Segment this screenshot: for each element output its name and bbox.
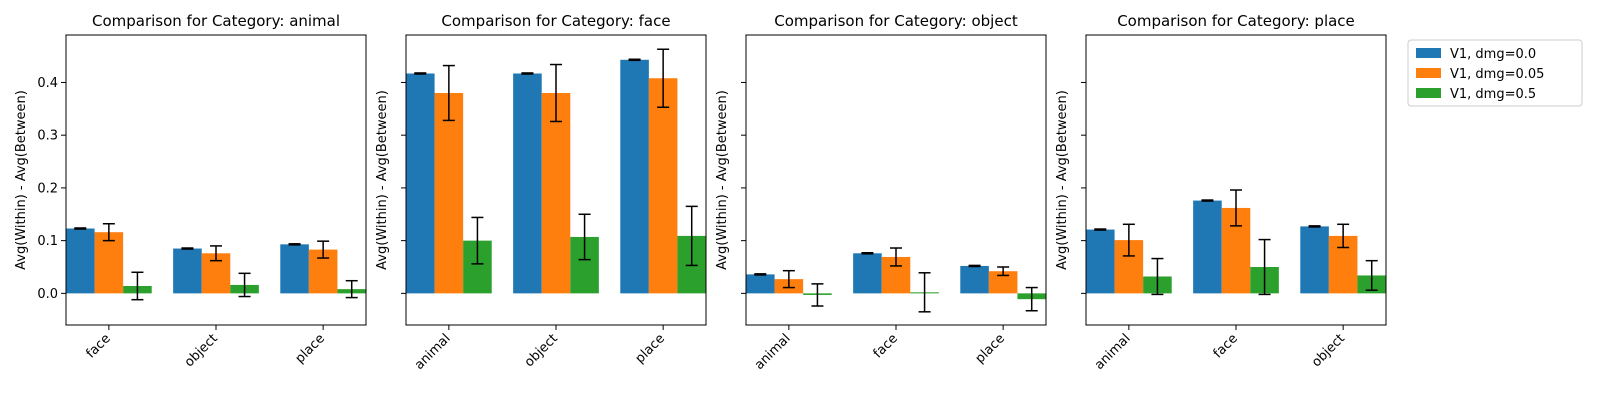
panel-4-ylabel: Avg(Within) - Avg(Between) [1055,90,1070,270]
bar-animal-series-2 [434,93,464,294]
bar-place-series-2 [648,78,678,294]
bar-object-series-2 [541,93,571,294]
xtick-label-place: place [633,331,668,366]
panel-3-frame [745,34,1047,326]
panel-4-title: Comparison for Category: place [1117,12,1355,30]
bar-place-series-1 [280,244,309,294]
xtick-label-place: place [973,331,1008,366]
legend-box [1407,39,1583,107]
panel-3-ylabel: Avg(Within) - Avg(Between) [715,90,730,270]
bar-face-series-2 [94,232,124,294]
bar-face-series-1 [853,253,882,294]
bar-object-series-1 [1300,226,1329,294]
xtick-label-object: object [182,331,221,370]
legend-swatch-3 [1416,88,1441,98]
xtick-label-object: object [522,331,561,370]
legend-label-1: V1, dmg=0.0 [1450,47,1536,62]
xtick-label-animal: animal [1092,331,1134,373]
panel-1-frame [65,34,367,326]
xtick-label-object: object [1309,331,1348,370]
ytick-label: 0.4 [37,76,58,91]
bar-face-series-1 [65,228,95,294]
bar-animal-series-1 [405,73,435,294]
panel-3-title: Comparison for Category: object [774,12,1018,30]
xtick-label-animal: animal [412,331,454,373]
panel-2-ylabel: Avg(Within) - Avg(Between) [375,90,390,270]
legend-label-2: V1, dmg=0.05 [1450,67,1544,82]
ytick-label: 0.0 [37,287,58,302]
bar-place-series-1 [960,265,989,294]
legend-swatch-2 [1416,68,1441,78]
bar-object-series-1 [173,248,202,294]
xtick-label-place: place [293,331,328,366]
bar-place-series-2 [988,271,1018,294]
panel-1-ylabel: Avg(Within) - Avg(Between) [14,90,29,270]
bar-place-series-1 [620,59,649,294]
ytick-label: 0.1 [37,234,58,249]
xtick-label-animal: animal [752,331,794,373]
bar-face-series-1 [1193,200,1222,294]
panel-2-frame [405,34,707,326]
legend-label-3: V1, dmg=0.5 [1450,87,1536,102]
xtick-label-face: face [83,331,113,361]
xtick-label-face: face [1211,331,1241,361]
bar-animal-series-1 [745,274,775,294]
panel-4-frame [1085,34,1387,326]
panel-1-title: Comparison for Category: animal [92,12,340,30]
ytick-label: 0.2 [37,181,58,196]
xtick-label-face: face [871,331,901,361]
bar-object-series-1 [513,73,542,294]
panel-2-title: Comparison for Category: face [441,12,670,30]
ytick-label: 0.3 [37,129,58,144]
bar-animal-series-1 [1086,229,1115,294]
legend-swatch-1 [1416,48,1441,58]
